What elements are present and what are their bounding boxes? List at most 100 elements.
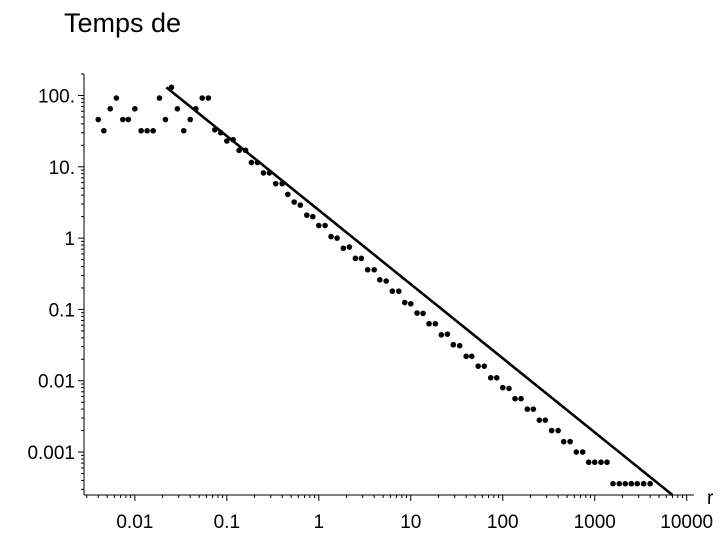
- data-point: [248, 159, 255, 166]
- data-point: [358, 255, 365, 262]
- data-point: [297, 202, 304, 208]
- data-point: [585, 459, 592, 466]
- data-point: [438, 332, 445, 338]
- data-point: [199, 95, 206, 101]
- data-point: [573, 449, 580, 455]
- data-point: [284, 191, 291, 198]
- data-point: [291, 199, 297, 205]
- data-point: [389, 288, 396, 295]
- data-point: [567, 438, 573, 445]
- data-point: [407, 300, 414, 307]
- data-point: [309, 213, 316, 220]
- data-point: [432, 320, 439, 327]
- plot-area: [95, 84, 674, 497]
- data-point: [120, 116, 126, 123]
- data-point: [334, 235, 340, 241]
- data-point: [113, 95, 120, 101]
- data-point: [272, 180, 279, 187]
- data-point: [187, 116, 194, 123]
- data-point: [518, 395, 524, 402]
- y-tick-label: 100.: [38, 86, 75, 107]
- data-point: [414, 310, 420, 316]
- x-axis: 0.01 0.1 1 10 100 1000 10000 r: [84, 488, 714, 533]
- data-point: [463, 353, 469, 360]
- data-point: [328, 233, 334, 240]
- data-point: [107, 106, 114, 112]
- data-point: [542, 417, 549, 423]
- data-point: [174, 106, 181, 112]
- data-point: [560, 438, 567, 445]
- data-point: [420, 310, 426, 317]
- data-point: [150, 127, 156, 134]
- data-point: [224, 138, 230, 144]
- data-point: [376, 277, 383, 283]
- data-point: [536, 417, 543, 423]
- data-point: [524, 406, 531, 412]
- x-tick-label: 0.01: [116, 512, 153, 533]
- data-point: [303, 212, 310, 218]
- data-point: [162, 116, 169, 123]
- data-point: [401, 299, 408, 306]
- x-tick-label: 0.1: [214, 512, 240, 533]
- data-point: [260, 170, 267, 176]
- data-point: [499, 384, 506, 391]
- data-point: [352, 255, 359, 262]
- data-point: [468, 353, 475, 360]
- fit-line: [165, 86, 674, 497]
- data-point: [456, 342, 463, 349]
- x-tick-label: 1000: [574, 512, 616, 533]
- x-tick-label: 10: [400, 512, 421, 533]
- data-point: [125, 116, 132, 123]
- data-point: [383, 278, 389, 284]
- data-point: [426, 320, 432, 327]
- data-point: [101, 127, 107, 134]
- data-point: [236, 147, 242, 154]
- x-tick-label: 10000: [660, 512, 713, 533]
- y-tick-label: 10.: [49, 158, 75, 179]
- data-point: [450, 341, 457, 348]
- data-point: [487, 374, 494, 381]
- data-point: [493, 374, 500, 381]
- y-tick-label: 0.1: [49, 300, 75, 321]
- data-point: [647, 480, 653, 487]
- data-point: [144, 127, 150, 134]
- data-point: [555, 427, 561, 434]
- data-point: [395, 288, 402, 295]
- data-point: [138, 127, 144, 134]
- data-point: [95, 116, 102, 123]
- data-point: [371, 266, 377, 273]
- data-point: [506, 385, 512, 392]
- data-point: [322, 222, 328, 229]
- data-point: [316, 222, 322, 229]
- data-point: [180, 127, 187, 134]
- data-point: [579, 449, 586, 455]
- data-point: [598, 459, 604, 466]
- data-point: [205, 95, 212, 101]
- data-point: [604, 459, 610, 466]
- y-tick-label: 0.01: [38, 372, 75, 393]
- x-tick-label: 1: [314, 512, 325, 533]
- data-point: [530, 406, 537, 412]
- data-point: [640, 480, 647, 487]
- data-point: [444, 331, 451, 337]
- data-point: [364, 266, 371, 273]
- data-point: [548, 427, 555, 434]
- y-axis: 100. 10. 1 0.1 0.01 0.001: [27, 73, 85, 495]
- data-point: [346, 244, 353, 250]
- data-point: [132, 106, 138, 112]
- y-tick-label: 1: [64, 229, 75, 250]
- data-point: [610, 480, 616, 487]
- data-point: [481, 363, 488, 369]
- chart-title: Temps de: [64, 8, 181, 38]
- data-point: [634, 480, 641, 487]
- data-point: [156, 95, 163, 101]
- data-point: [591, 459, 598, 466]
- data-point: [340, 245, 347, 252]
- y-tick-label: 0.001: [27, 443, 75, 464]
- data-point: [628, 480, 635, 487]
- data-point: [475, 363, 481, 369]
- x-axis-label: r: [707, 488, 714, 509]
- data-point: [512, 395, 518, 402]
- data-point: [616, 480, 623, 487]
